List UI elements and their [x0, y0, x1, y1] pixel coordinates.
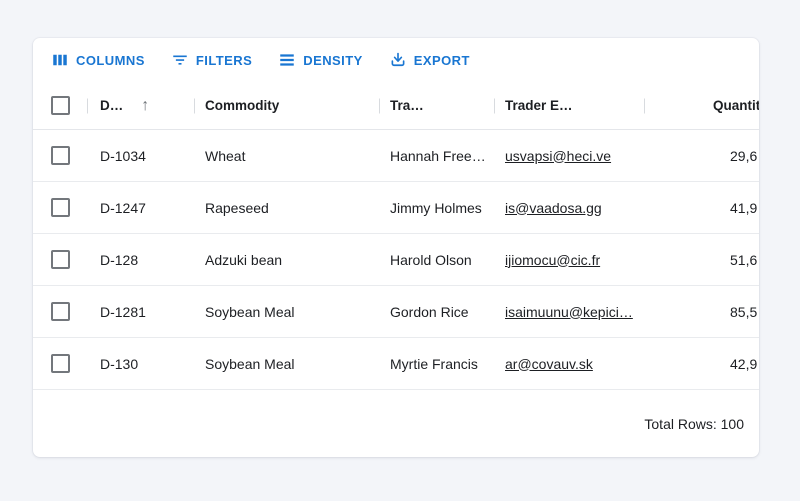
filters-button[interactable]: FILTERS: [166, 47, 257, 73]
email-link[interactable]: ijiomocu@cic.fr: [505, 251, 601, 268]
row-checkbox-cell: [33, 250, 88, 269]
column-header-trader-email-label: Trader E…: [505, 98, 573, 113]
dispatch-id-cell[interactable]: D-1281: [100, 303, 146, 320]
density-button-label: DENSITY: [303, 52, 363, 68]
dispatch-id-cell[interactable]: D-130: [100, 355, 139, 372]
email-link[interactable]: ar@covauv.sk: [505, 355, 593, 372]
filters-button-label: FILTERS: [195, 52, 253, 68]
table-row[interactable]: D-130 Soybean Meal Myrtie Francis ar@cov…: [33, 338, 759, 390]
row-checkbox[interactable]: [51, 354, 70, 373]
select-all-header-cell: [33, 82, 88, 129]
row-checkbox[interactable]: [51, 250, 70, 269]
commodity-cell[interactable]: Wheat: [205, 147, 246, 164]
column-header-quantity[interactable]: Quantity: [645, 82, 759, 129]
trader-cell[interactable]: Gordon Rice: [390, 303, 469, 320]
row-checkbox-cell: [33, 198, 88, 217]
column-header-dispatch-id[interactable]: D… ↑: [88, 82, 195, 129]
quantity-cell[interactable]: 42,9: [730, 355, 758, 372]
dispatch-id-cell[interactable]: D-128: [100, 251, 139, 268]
column-header-dispatch-id-label: D…: [100, 98, 124, 113]
commodity-cell[interactable]: Rapeseed: [205, 199, 269, 216]
export-button-label: EXPORT: [413, 52, 470, 68]
total-rows-label: Total Rows: 100: [644, 415, 744, 432]
export-download-icon: [389, 51, 407, 69]
table-row[interactable]: D-1034 Wheat Hannah Free… usvapsi@heci.v…: [33, 130, 759, 182]
table-row[interactable]: D-128 Adzuki bean Harold Olson ijiomocu@…: [33, 234, 759, 286]
quantity-cell[interactable]: 41,9: [730, 199, 758, 216]
data-grid-card: COLUMNS FILTERS DENSITY EXPORT D…: [33, 38, 759, 457]
commodity-cell[interactable]: Soybean Meal: [205, 355, 295, 372]
trader-cell[interactable]: Myrtie Francis: [390, 355, 478, 372]
density-icon: [278, 51, 296, 69]
export-button[interactable]: EXPORT: [384, 47, 475, 73]
trader-email-cell: isaimuunu@kepici…: [495, 304, 645, 320]
trader-cell[interactable]: Harold Olson: [390, 251, 472, 268]
commodity-cell[interactable]: Soybean Meal: [205, 303, 295, 320]
column-header-commodity[interactable]: Commodity: [195, 82, 380, 129]
trader-cell[interactable]: Hannah Free…: [390, 147, 486, 164]
row-checkbox-cell: [33, 354, 88, 373]
table-row[interactable]: D-1281 Soybean Meal Gordon Rice isaimuun…: [33, 286, 759, 338]
column-header-quantity-label: Quantity: [713, 98, 759, 113]
trader-email-cell: ar@covauv.sk: [495, 356, 645, 372]
email-link[interactable]: isaimuunu@kepici…: [505, 303, 633, 320]
column-header-trader-email[interactable]: Trader E…: [495, 82, 645, 129]
sort-ascending-icon[interactable]: ↑: [141, 96, 150, 114]
quantity-cell[interactable]: 29,6: [730, 147, 758, 164]
quantity-cell[interactable]: 85,5: [730, 303, 758, 320]
row-checkbox[interactable]: [51, 198, 70, 217]
trader-email-cell: usvapsi@heci.ve: [495, 148, 645, 164]
density-button[interactable]: DENSITY: [273, 47, 368, 73]
row-checkbox[interactable]: [51, 146, 70, 165]
quantity-cell[interactable]: 51,6: [730, 251, 758, 268]
column-header-trader-label: Tra…: [390, 98, 424, 113]
grid-toolbar: COLUMNS FILTERS DENSITY EXPORT: [33, 38, 759, 82]
dispatch-id-cell[interactable]: D-1247: [100, 199, 146, 216]
email-link[interactable]: usvapsi@heci.ve: [505, 147, 612, 164]
columns-icon: [51, 51, 69, 69]
column-header-row: D… ↑ Commodity Tra… Trader E… Quantity: [33, 82, 759, 130]
select-all-checkbox[interactable]: [51, 96, 70, 115]
dispatch-id-cell[interactable]: D-1034: [100, 147, 146, 164]
trader-email-cell: ijiomocu@cic.fr: [495, 252, 645, 268]
column-header-commodity-label: Commodity: [205, 98, 280, 113]
commodity-cell[interactable]: Adzuki bean: [205, 251, 283, 268]
filter-icon: [171, 51, 189, 69]
row-checkbox[interactable]: [51, 302, 70, 321]
email-link[interactable]: is@vaadosa.gg: [505, 199, 602, 216]
columns-button[interactable]: COLUMNS: [46, 47, 150, 73]
trader-cell[interactable]: Jimmy Holmes: [390, 199, 482, 216]
table-row[interactable]: D-1247 Rapeseed Jimmy Holmes is@vaadosa.…: [33, 182, 759, 234]
columns-button-label: COLUMNS: [76, 52, 145, 68]
column-header-trader[interactable]: Tra…: [380, 82, 495, 129]
row-checkbox-cell: [33, 146, 88, 165]
grid-footer: Total Rows: 100: [33, 390, 759, 457]
row-checkbox-cell: [33, 302, 88, 321]
trader-email-cell: is@vaadosa.gg: [495, 200, 645, 216]
